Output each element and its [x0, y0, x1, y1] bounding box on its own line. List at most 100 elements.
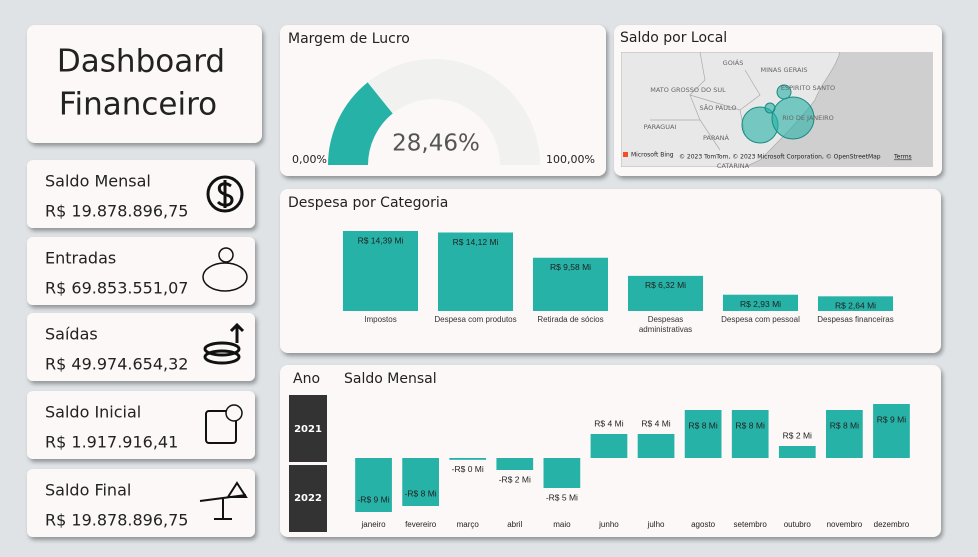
- value-label: R$ 14,12 Mi: [453, 237, 499, 247]
- x-tick-label: Despesa com pessoal: [721, 315, 800, 324]
- x-tick-label: agosto: [691, 520, 716, 529]
- map-provider: Microsoft Bing: [631, 152, 674, 159]
- kpi-card-bg: [27, 160, 255, 228]
- bar: [778, 446, 816, 458]
- x-tick-label: junho: [598, 520, 619, 529]
- icon: [203, 341, 241, 357]
- slicer-option[interactable]: [289, 395, 327, 462]
- map: [621, 52, 933, 167]
- value-label: R$ 8 Mi: [736, 420, 765, 430]
- kpi-value: R$ 1.917.916,41: [45, 433, 178, 452]
- kpi-value: R$ 69.853.551,07: [45, 279, 188, 298]
- bar: [684, 410, 722, 458]
- x-tick-label: Retirada de sócios: [537, 315, 604, 324]
- chart-title: Margem de Lucro: [288, 31, 410, 47]
- bar: [722, 294, 799, 311]
- bar: [627, 275, 704, 311]
- value-label: -R$ 8 Mi: [405, 488, 437, 498]
- map-labels: GOIÁS MINAS GERAIS ESPIRITO SANTO MATO GROS…: [644, 58, 836, 170]
- x-tick-label: maio: [553, 520, 571, 529]
- gauge-value-label: 28,46%: [392, 131, 480, 157]
- x-tick-label: dezembro: [874, 520, 910, 529]
- slicer-option-label[interactable]: 2021: [294, 424, 322, 435]
- kpi-card-bg: [27, 391, 255, 459]
- bar: [532, 257, 609, 311]
- value-label: R$ 8 Mi: [688, 420, 717, 430]
- bing-logo: [623, 152, 628, 157]
- bar: [817, 296, 894, 311]
- kpi-label: Saldo Mensal: [45, 172, 151, 191]
- value-label: R$ 14,39 Mi: [358, 235, 404, 245]
- x-tick-label: Despesas financeiras: [817, 315, 894, 324]
- map-title: Saldo por Local: [620, 30, 727, 46]
- charts: Margem de Lucro 28,46% 0,00% 100,00% Despesa…: [288, 31, 910, 529]
- kpi-card: Saldo Final R$ 19.878.896,75: [27, 469, 255, 537]
- map-bubble: [764, 102, 776, 114]
- kpi-value: R$ 49.974.654,32: [45, 355, 188, 374]
- bar: [496, 458, 534, 470]
- map-terms[interactable]: Terms: [893, 154, 912, 161]
- map-label: CATARINA: [717, 162, 750, 170]
- map-label: RIO DE JANEIRO: [782, 114, 834, 122]
- x-tick-label: Despesa com produtos: [434, 315, 517, 324]
- dashboard-title: Financeiro: [59, 87, 217, 123]
- kpi-card: Saídas R$ 49.974.654,32: [27, 313, 255, 381]
- map-label: PARANÁ: [703, 133, 730, 142]
- value-label: R$ 4 Mi: [641, 418, 670, 428]
- x-tick-label: Despesa com pessoal: [721, 315, 800, 324]
- chart-title: Despesa por Categoria: [288, 195, 448, 211]
- x-tick-label: Impostos: [364, 315, 397, 324]
- bar: [402, 458, 439, 506]
- slicer-title: Ano: [293, 371, 320, 387]
- slicer-option-label[interactable]: 2022: [294, 493, 322, 504]
- map-bubble: [771, 96, 815, 140]
- x-tick-label: Retirada de sócios: [537, 315, 604, 324]
- kpi-card-bg: [27, 469, 255, 537]
- bar-panel: [280, 189, 941, 353]
- kpi-card: Saldo Inicial R$ 1.917.916,41: [27, 391, 255, 459]
- bar: [437, 232, 514, 311]
- map-label: SÃO PAULO: [700, 103, 737, 112]
- kpi-card: Entradas R$ 69.853.551,07: [27, 237, 255, 305]
- map-label: ESPIRITO SANTO: [781, 84, 835, 92]
- value-label: -R$ 0 Mi: [452, 464, 484, 474]
- bar: [355, 458, 392, 512]
- value-label: R$ 9,58 Mi: [550, 262, 591, 272]
- map-attribution: © 2023 TomTom, © 2023 Microsoft Corporat…: [679, 154, 881, 161]
- bar: [826, 410, 863, 458]
- icon: [229, 322, 245, 343]
- kpi-label: Saldo Inicial: [45, 403, 141, 422]
- kpi-value: R$ 19.878.896,75: [45, 202, 188, 221]
- map-bubble: [776, 84, 792, 100]
- gauge-track: [328, 59, 540, 165]
- slicer-option[interactable]: [289, 465, 327, 532]
- x-tick-label: setembro: [734, 520, 768, 529]
- x-tick-label: abril: [507, 520, 522, 529]
- value-label: -R$ 9 Mi: [357, 494, 389, 504]
- value-label: R$ 2 Mi: [783, 430, 812, 440]
- x-tick-label: Despesas financeiras: [817, 315, 894, 324]
- x-tick-label: janeiro: [361, 520, 387, 529]
- gauge-tick-label: 100,00%: [546, 153, 595, 166]
- bar: [637, 434, 675, 458]
- bar: [543, 458, 581, 488]
- value-label: R$ 2,64 Mi: [835, 301, 876, 311]
- bar: [342, 231, 419, 311]
- x-tick-label: novembro: [827, 520, 863, 529]
- bar: [873, 404, 910, 458]
- kpi-card-bg: [27, 313, 255, 381]
- gauge-value: [328, 82, 393, 165]
- icon: [218, 247, 234, 263]
- icon: [205, 410, 237, 444]
- icon: [225, 404, 243, 422]
- x-tick-label: fevereiro: [405, 520, 437, 529]
- icon: [206, 175, 244, 213]
- x-tick-label: julho: [647, 520, 665, 529]
- map-label: GOIÁS: [723, 58, 744, 67]
- icon: [226, 481, 248, 498]
- kpi-card-bg: [27, 237, 255, 305]
- bar: [449, 458, 487, 460]
- x-tick-label: Despesa com produtos: [434, 315, 517, 324]
- x-tick-label: Impostos: [364, 315, 397, 324]
- bar: [731, 410, 769, 458]
